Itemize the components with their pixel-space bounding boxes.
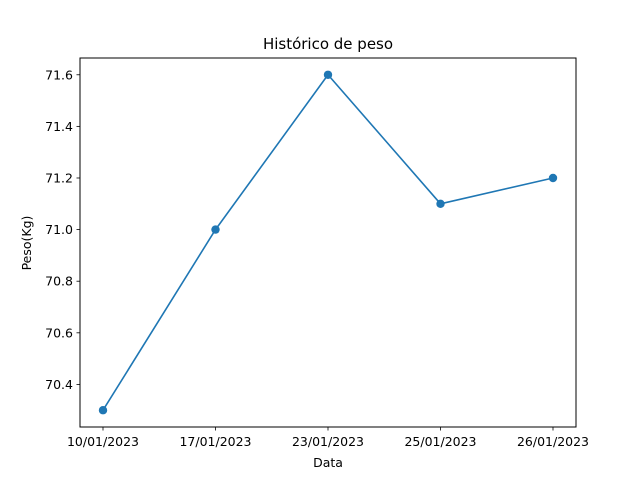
- y-tick-label: 71.2: [45, 170, 73, 185]
- y-axis-label: Peso(Kg): [19, 216, 34, 271]
- plot-frame: [79, 57, 577, 428]
- y-tick-label: 70.8: [45, 274, 73, 289]
- data-point: [98, 406, 108, 415]
- data-point: [548, 173, 558, 183]
- chart-title: Histórico de peso: [263, 35, 393, 53]
- data-point: [211, 225, 220, 234]
- x-tick-label: 17/01/2023: [179, 434, 251, 449]
- y-tick-label: 70.4: [45, 377, 73, 392]
- y-tick-label: 71.0: [45, 222, 73, 237]
- x-tick-label: 10/01/2023: [67, 434, 139, 449]
- y-tick-label: 71.4: [45, 119, 73, 134]
- x-axis-label: Data: [313, 455, 343, 470]
- x-tick-label: 23/01/2023: [292, 434, 364, 449]
- plot-area: 70.4 70.6 70.8 71.0 71.2 71.4 71.6 10/01/2023 17…: [45, 67, 589, 449]
- data-point: [323, 70, 333, 79]
- x-tick-label: 25/01/2023: [404, 434, 476, 449]
- data-point: [436, 199, 445, 208]
- y-tick-label: 70.6: [45, 325, 73, 340]
- x-tick-label: 26/01/2023: [517, 434, 589, 449]
- y-tick-label: 71.6: [45, 67, 73, 82]
